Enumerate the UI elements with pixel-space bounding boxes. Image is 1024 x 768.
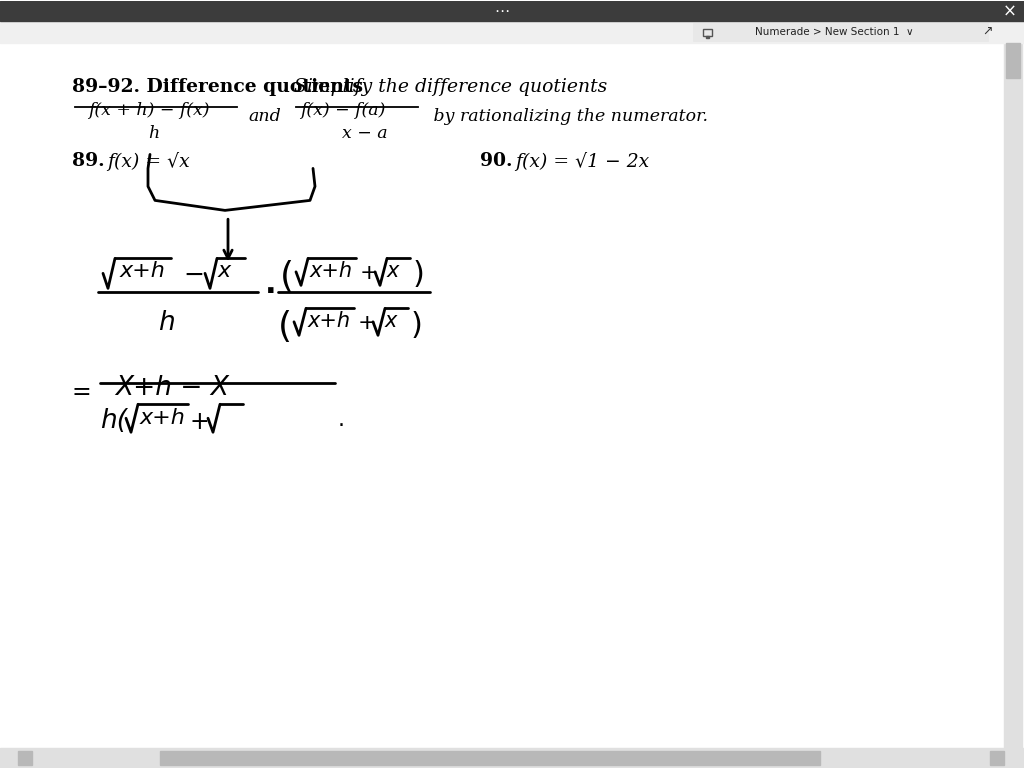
Text: and: and <box>248 108 281 125</box>
Text: f(x) − f(a): f(x) − f(a) <box>300 102 385 120</box>
Text: x: x <box>385 311 397 331</box>
Text: by rationalizing the numerator.: by rationalizing the numerator. <box>428 108 708 125</box>
Text: h: h <box>158 310 175 336</box>
Text: x+h: x+h <box>310 261 353 281</box>
Text: ): ) <box>411 311 423 340</box>
Text: ↗: ↗ <box>982 25 992 38</box>
Text: x+h: x+h <box>120 261 166 281</box>
Text: X+h − X: X+h − X <box>115 376 229 401</box>
Bar <box>0 21 1024 42</box>
Text: 89–92. Difference quotients: 89–92. Difference quotients <box>72 78 370 97</box>
Text: Simplify the difference quotients: Simplify the difference quotients <box>294 78 607 97</box>
Bar <box>160 751 820 765</box>
Text: +: + <box>358 313 377 333</box>
Text: ⋯: ⋯ <box>495 4 510 19</box>
Bar <box>1004 22 1022 748</box>
Text: +: + <box>190 410 210 434</box>
Text: f(x) = √x: f(x) = √x <box>106 152 189 171</box>
Text: .: . <box>338 410 345 430</box>
Bar <box>0 1 1024 21</box>
Bar <box>990 751 1004 765</box>
Bar <box>1006 42 1020 78</box>
Text: Numerade > New Section 1  ∨: Numerade > New Section 1 ∨ <box>755 27 913 37</box>
Bar <box>693 22 988 41</box>
Text: ⋅: ⋅ <box>265 278 276 307</box>
Text: 89.: 89. <box>72 152 104 170</box>
Text: (: ( <box>280 260 294 294</box>
Text: x+h: x+h <box>140 409 186 429</box>
Bar <box>0 748 1024 768</box>
Text: 90.: 90. <box>480 152 512 170</box>
Bar <box>703 28 712 35</box>
Text: x − a: x − a <box>342 125 388 142</box>
Text: x: x <box>387 261 399 281</box>
Text: x+h: x+h <box>308 311 351 331</box>
Text: (: ( <box>278 310 292 344</box>
Text: =: = <box>72 380 92 404</box>
Bar <box>706 35 709 38</box>
Text: ): ) <box>413 260 425 290</box>
Text: f(x) = √1 − 2x: f(x) = √1 − 2x <box>515 152 649 171</box>
Text: +: + <box>360 263 379 283</box>
Text: ×: × <box>1004 2 1017 21</box>
Text: h: h <box>148 125 160 142</box>
Bar <box>18 751 32 765</box>
Text: f(x + h) − f(x): f(x + h) − f(x) <box>88 102 210 120</box>
Text: −: − <box>183 263 204 287</box>
Text: x: x <box>218 261 231 281</box>
Text: h(: h( <box>100 409 127 434</box>
